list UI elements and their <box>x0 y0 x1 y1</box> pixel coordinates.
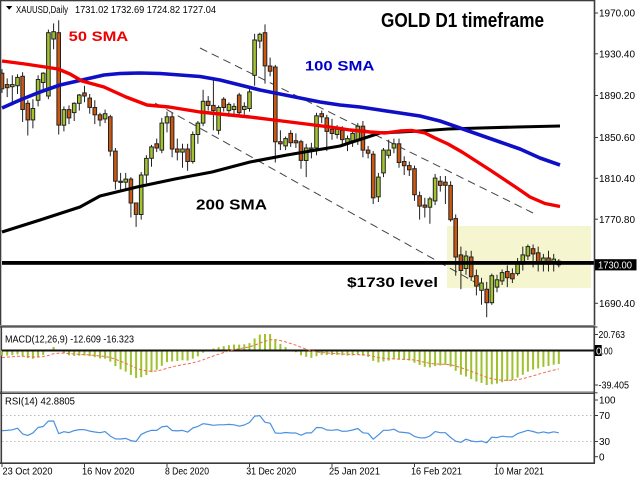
svg-text:-39.405: -39.405 <box>599 381 630 392</box>
svg-text:1690.40: 1690.40 <box>599 299 635 310</box>
svg-text:1770.80: 1770.80 <box>599 215 635 226</box>
svg-text:1810.40: 1810.40 <box>599 174 635 185</box>
svg-text:20.763: 20.763 <box>599 330 626 341</box>
svg-text:50 SMA: 50 SMA <box>69 28 129 44</box>
svg-text:.00: .00 <box>602 346 613 357</box>
svg-text:30: 30 <box>599 437 610 448</box>
svg-text:31 Dec 2020: 31 Dec 2020 <box>246 467 296 478</box>
svg-text:GOLD D1 timeframe: GOLD D1 timeframe <box>381 9 544 32</box>
svg-text:70: 70 <box>599 411 610 422</box>
svg-text:100: 100 <box>599 396 616 407</box>
svg-text:100 SMA: 100 SMA <box>305 58 375 74</box>
svg-text:23 Oct 2020: 23 Oct 2020 <box>3 467 53 478</box>
svg-text:RSI(14) 42.8805: RSI(14) 42.8805 <box>5 397 75 408</box>
svg-text:200 SMA: 200 SMA <box>196 197 268 213</box>
svg-text:25 Jan 2021: 25 Jan 2021 <box>329 467 380 478</box>
svg-text:0: 0 <box>596 346 602 357</box>
svg-text:10 Mar 2021: 10 Mar 2021 <box>494 467 544 478</box>
svg-text:1890.20: 1890.20 <box>599 91 635 102</box>
svg-text:16 Feb 2021: 16 Feb 2021 <box>411 467 462 478</box>
svg-text:1731.02 1732.69 1724.82 1727.0: 1731.02 1732.69 1724.82 1727.04 <box>75 5 216 16</box>
svg-text:8 Dec 2020: 8 Dec 2020 <box>165 467 209 478</box>
svg-text:$1730 level: $1730 level <box>347 274 438 290</box>
svg-text:1730.00: 1730.00 <box>598 261 632 272</box>
svg-text:16 Nov 2020: 16 Nov 2020 <box>82 467 135 478</box>
svg-text:0: 0 <box>599 452 605 463</box>
svg-text:1850.60: 1850.60 <box>599 133 635 144</box>
svg-text:MACD(12,26,9) -12.609 -16.323: MACD(12,26,9) -12.609 -16.323 <box>5 335 134 346</box>
svg-text:1930.40: 1930.40 <box>599 50 635 61</box>
svg-text:1970.00: 1970.00 <box>599 9 635 20</box>
svg-text:XAUUSD,Daily: XAUUSD,Daily <box>16 5 68 16</box>
